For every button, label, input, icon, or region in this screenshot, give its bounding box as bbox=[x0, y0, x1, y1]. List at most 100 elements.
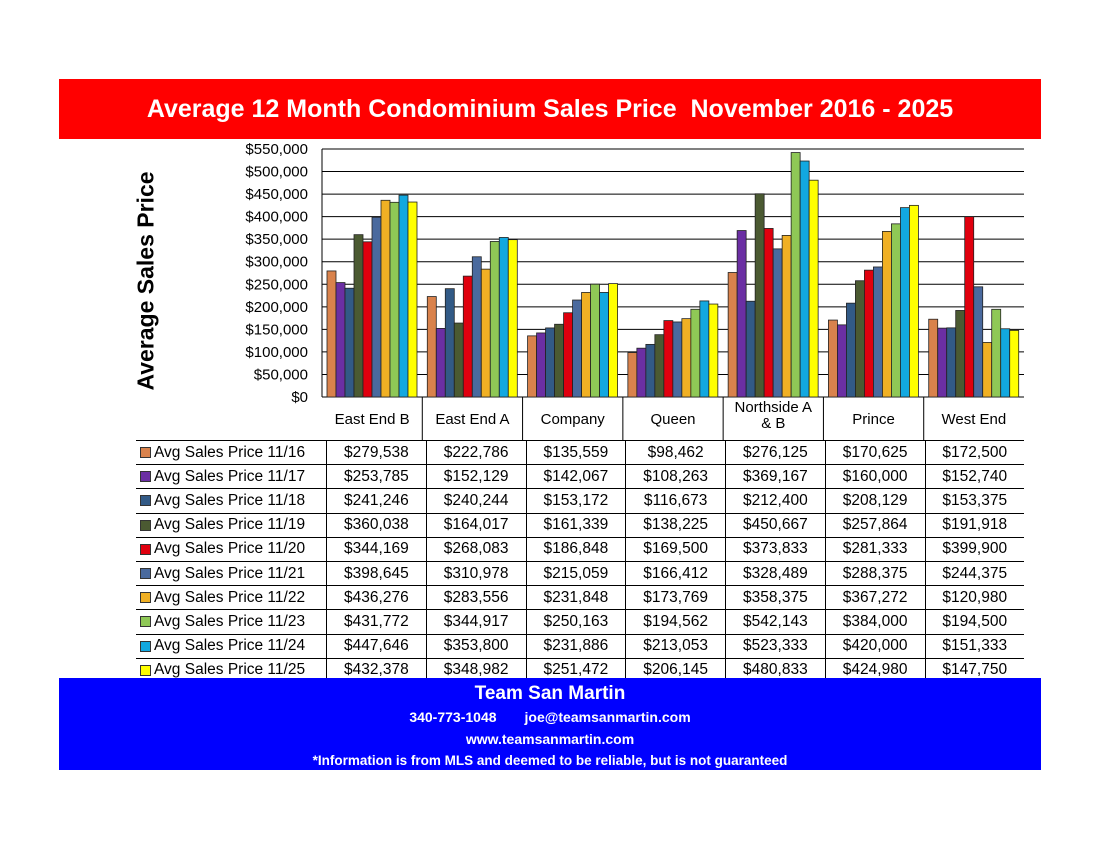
table-cell: $152,129 bbox=[425, 464, 526, 489]
footer-disclaimer: *Information is from MLS and deemed to b… bbox=[312, 753, 788, 768]
x-category-label: Prince bbox=[852, 411, 895, 428]
bar bbox=[928, 318, 939, 398]
bar bbox=[745, 300, 756, 398]
table-cell: $108,263 bbox=[625, 464, 726, 489]
bar bbox=[891, 223, 901, 398]
bar bbox=[690, 308, 701, 398]
table-cell: $384,000 bbox=[824, 609, 925, 634]
y-tick-label: $50,000 bbox=[254, 366, 308, 383]
y-tick-label: $200,000 bbox=[245, 299, 308, 316]
bar bbox=[955, 310, 966, 398]
bar bbox=[326, 270, 337, 398]
table-cell: $344,917 bbox=[425, 609, 526, 634]
table-cell: $208,129 bbox=[824, 488, 925, 514]
legend-swatch bbox=[140, 447, 151, 458]
bar bbox=[882, 230, 892, 398]
bar bbox=[572, 299, 582, 398]
bar bbox=[380, 199, 391, 398]
table-cell: $222,786 bbox=[425, 440, 526, 465]
table-cell: $369,167 bbox=[725, 464, 826, 489]
table-row: Avg Sales Price 11/19 $360,038 $164,017 $16… bbox=[136, 513, 1024, 538]
y-tick-label: $150,000 bbox=[245, 321, 308, 338]
table-cell: $215,059 bbox=[525, 561, 626, 586]
y-tick-label: $350,000 bbox=[245, 231, 308, 248]
legend-entry: Avg Sales Price 11/19 bbox=[136, 513, 327, 537]
table-cell: $283,556 bbox=[425, 585, 526, 610]
table-cell: $166,412 bbox=[625, 561, 726, 586]
table-cell: $206,145 bbox=[625, 658, 726, 682]
table-cell: $310,978 bbox=[425, 561, 526, 586]
data-table: Avg Sales Price 11/16 $279,538 $222,786 $13… bbox=[136, 440, 1024, 682]
series-name: Avg Sales Price 11/16 bbox=[154, 443, 306, 461]
legend-swatch bbox=[140, 640, 151, 652]
bar bbox=[498, 237, 509, 398]
bar bbox=[426, 296, 437, 398]
y-tick-label: $550,000 bbox=[245, 141, 308, 158]
footer: Team San Martin 340-773-1048 joe@teamsanm… bbox=[59, 678, 1041, 770]
table-cell: $152,740 bbox=[924, 464, 1024, 489]
table-cell: $153,375 bbox=[924, 488, 1024, 514]
bar bbox=[900, 207, 910, 398]
table-cell: $432,378 bbox=[326, 658, 427, 682]
table-cell: $344,169 bbox=[326, 537, 427, 562]
bar bbox=[636, 347, 647, 398]
table-row: Avg Sales Price 11/25 $432,378 $348,982 $25… bbox=[136, 658, 1024, 682]
table-cell: $480,833 bbox=[725, 658, 826, 682]
legend-entry: Avg Sales Price 11/22 bbox=[136, 586, 327, 610]
bar bbox=[444, 288, 455, 398]
table-cell: $170,625 bbox=[824, 440, 925, 465]
series-name: Avg Sales Price 11/22 bbox=[154, 588, 306, 606]
table-row: Avg Sales Price 11/21 $398,645 $310,978 $21… bbox=[136, 561, 1024, 586]
y-tick-label: $250,000 bbox=[245, 276, 308, 293]
table-row: Avg Sales Price 11/18 $241,246 $240,244 $15… bbox=[136, 488, 1024, 514]
legend-entry: Avg Sales Price 11/24 bbox=[136, 634, 327, 658]
bar bbox=[462, 275, 473, 398]
bar bbox=[772, 248, 783, 398]
y-tick-label: $0 bbox=[291, 389, 308, 406]
table-cell: $160,000 bbox=[824, 464, 925, 489]
series-name: Avg Sales Price 11/25 bbox=[154, 661, 306, 679]
bar bbox=[873, 266, 883, 398]
table-cell: $281,333 bbox=[824, 537, 925, 562]
x-category-label: West End bbox=[941, 411, 1006, 428]
x-category-label: & B bbox=[761, 415, 785, 432]
x-category-label: East End B bbox=[335, 411, 410, 428]
series-name: Avg Sales Price 11/19 bbox=[154, 516, 306, 534]
table-cell: $279,538 bbox=[326, 440, 427, 465]
table-cell: $98,462 bbox=[625, 440, 726, 465]
footer-website[interactable]: www.teamsanmartin.com bbox=[465, 731, 635, 747]
y-tick-label: $300,000 bbox=[245, 254, 308, 271]
legend-entry: Avg Sales Price 11/21 bbox=[136, 561, 327, 585]
bar bbox=[645, 343, 656, 398]
legend-swatch bbox=[140, 664, 151, 676]
x-category-label: Company bbox=[541, 411, 606, 428]
table-row: Avg Sales Price 11/22 $436,276 $283,556 $23… bbox=[136, 585, 1024, 610]
table-cell: $398,645 bbox=[326, 561, 427, 586]
table-cell: $240,244 bbox=[425, 488, 526, 514]
table-cell: $194,562 bbox=[625, 609, 726, 634]
legend-entry: Avg Sales Price 11/18 bbox=[136, 489, 327, 513]
bar bbox=[389, 201, 400, 398]
legend-entry: Avg Sales Price 11/16 bbox=[136, 441, 327, 465]
bar bbox=[563, 312, 573, 398]
table-row: Avg Sales Price 11/20 $344,169 $268,083 $18… bbox=[136, 537, 1024, 562]
bar bbox=[1009, 329, 1020, 398]
footer-email[interactable]: joe@teamsanmartin.com bbox=[524, 709, 691, 725]
bar bbox=[398, 194, 409, 398]
table-cell: $542,143 bbox=[725, 609, 826, 634]
table-cell: $360,038 bbox=[326, 513, 427, 538]
table-cell: $373,833 bbox=[725, 537, 826, 562]
table-cell: $244,375 bbox=[924, 561, 1024, 586]
bar bbox=[937, 327, 948, 398]
bar bbox=[1000, 328, 1011, 398]
table-cell: $173,769 bbox=[625, 585, 726, 610]
table-row: Avg Sales Price 11/24 $447,646 $353,800 $23… bbox=[136, 634, 1024, 659]
table-cell: $135,559 bbox=[525, 440, 626, 465]
bar bbox=[672, 321, 683, 398]
table-cell: $120,980 bbox=[924, 585, 1024, 610]
legend-swatch bbox=[140, 495, 151, 507]
bar bbox=[964, 216, 975, 398]
table-cell: $151,333 bbox=[924, 634, 1024, 659]
table-cell: $447,646 bbox=[326, 634, 427, 659]
table-cell: $367,272 bbox=[824, 585, 925, 610]
